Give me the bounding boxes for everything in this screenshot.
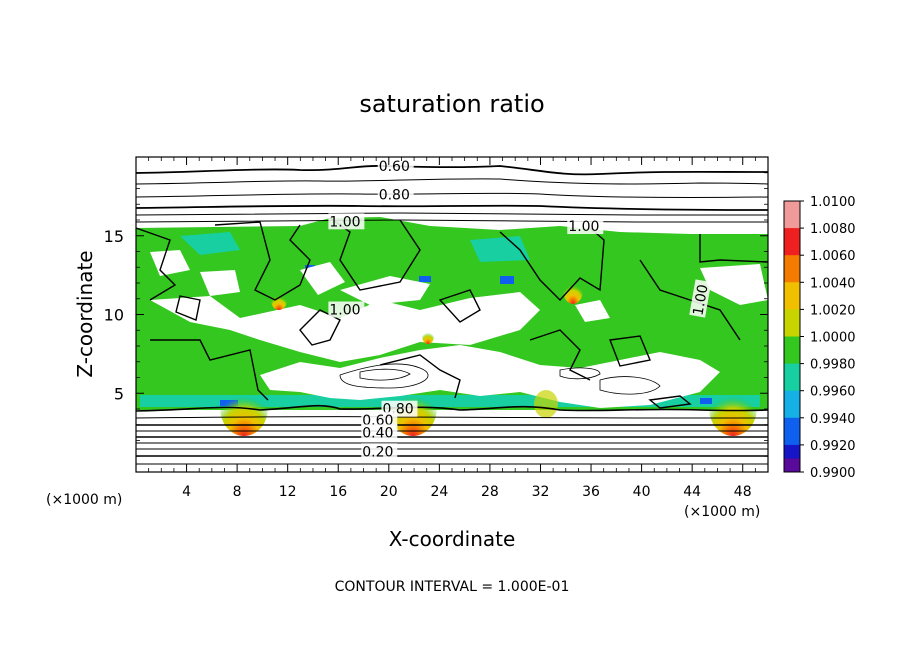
contour-label: 1.00 <box>689 279 712 318</box>
x-tick-label: 20 <box>380 484 398 500</box>
contour-label-bg <box>689 279 712 318</box>
colorbar-label: 0.9960 <box>810 385 856 400</box>
contour-label-bg <box>567 218 604 235</box>
contour-labels: 0.600.801.00 1.001.001.000.800.600.400.20 <box>328 158 712 460</box>
dry-contours <box>339 363 661 395</box>
colorbar-swatch <box>784 282 800 310</box>
contour-label: 1.00 <box>328 213 365 230</box>
contour-label-text: 0.60 <box>379 159 410 175</box>
colorbar: 1.0100 1.0080 1.0060 1.0040 1.0020 1.0000 0.99… <box>783 195 856 481</box>
contour-label-bg <box>377 158 414 175</box>
contour-label-bg <box>328 301 365 318</box>
contour-label-text: 1.00 <box>329 214 360 230</box>
colorbar-label: 0.9940 <box>810 412 856 427</box>
colorbar-swatch <box>784 363 800 392</box>
contour-label-bg <box>377 186 414 203</box>
contour-label-bg <box>361 443 398 460</box>
contour-label: 0.80 <box>377 186 414 204</box>
x-unit-label: (×1000 m) <box>684 504 760 520</box>
colorbar-swatch <box>784 228 800 256</box>
colorbar-swatch <box>784 390 800 419</box>
colorbar-label: 0.9980 <box>810 358 856 373</box>
x-tick-label: 36 <box>582 484 600 500</box>
x-tick-label: 4 <box>182 484 191 500</box>
y-tick-label: 15 <box>104 227 124 246</box>
colorbar-swatch <box>784 201 800 229</box>
unsaturated-holes <box>150 250 768 408</box>
x-tick-label: 32 <box>532 484 550 500</box>
colorbar-swatch <box>784 309 800 337</box>
contour-label-text: 1.00 <box>568 219 599 235</box>
plot-area <box>136 157 768 472</box>
contour-interval-note: CONTOUR INTERVAL = 1.000E-01 <box>335 579 570 595</box>
y-axis: 5 10 15 <box>104 172 768 457</box>
colorbar-swatch <box>784 417 800 446</box>
contour-label: 0.40 <box>361 424 398 441</box>
lower-contours <box>136 404 768 465</box>
contour-label: 0.60 <box>377 158 414 175</box>
colorbar-label: 0.9900 <box>810 466 856 481</box>
colorbar-swatch <box>784 336 800 365</box>
colorbar-label: 1.0020 <box>810 303 856 318</box>
colorbar-label: 0.9920 <box>810 439 856 454</box>
contour-label-text: 0.20 <box>362 444 393 460</box>
y-tick-label: 5 <box>114 384 124 403</box>
x-axis: 4 8 12 16 20 24 28 32 36 40 44 48 <box>148 157 756 500</box>
x-axis-title: X-coordinate <box>389 527 516 551</box>
x-tick-label: 28 <box>481 484 499 500</box>
contour-label-text: 0.40 <box>362 425 393 441</box>
colorbar-label: 1.0060 <box>810 249 856 264</box>
y-tick-label: 10 <box>104 306 124 325</box>
unity-contours <box>136 217 768 409</box>
colorbar-swatch <box>784 255 800 283</box>
x-tick-label: 16 <box>329 484 347 500</box>
contour-label: 1.00 <box>328 301 365 319</box>
colorbar-label: 1.0080 <box>810 222 856 237</box>
y-unit-label: (×1000 m) <box>46 492 122 508</box>
colorbar-label: 1.0000 <box>810 331 856 346</box>
contour-label-bg <box>361 411 398 428</box>
colorbar-label: 1.0040 <box>810 276 856 291</box>
contour-label-text: 1.00 <box>329 303 360 319</box>
x-tick-label: 48 <box>734 484 752 500</box>
contour-label-text: 1.00 <box>690 283 711 316</box>
contour-label-bg <box>361 424 398 441</box>
x-tick-label: 44 <box>683 484 701 500</box>
contour-label: 1.00 <box>567 218 604 235</box>
contour-label: 0.20 <box>361 443 398 460</box>
colorbar-swatch <box>784 458 800 472</box>
upper-contours <box>136 165 768 223</box>
contour-label-bg <box>328 213 365 230</box>
x-tick-label: 8 <box>233 484 242 500</box>
colorbar-label: 1.0100 <box>810 195 856 210</box>
x-tick-label: 40 <box>633 484 651 500</box>
y-axis-title: Z-coordinate <box>73 250 97 377</box>
x-tick-label: 12 <box>279 484 297 500</box>
contour-label-text: 0.80 <box>379 188 410 204</box>
x-tick-label: 24 <box>430 484 448 500</box>
chart-title: saturation ratio <box>359 90 544 118</box>
